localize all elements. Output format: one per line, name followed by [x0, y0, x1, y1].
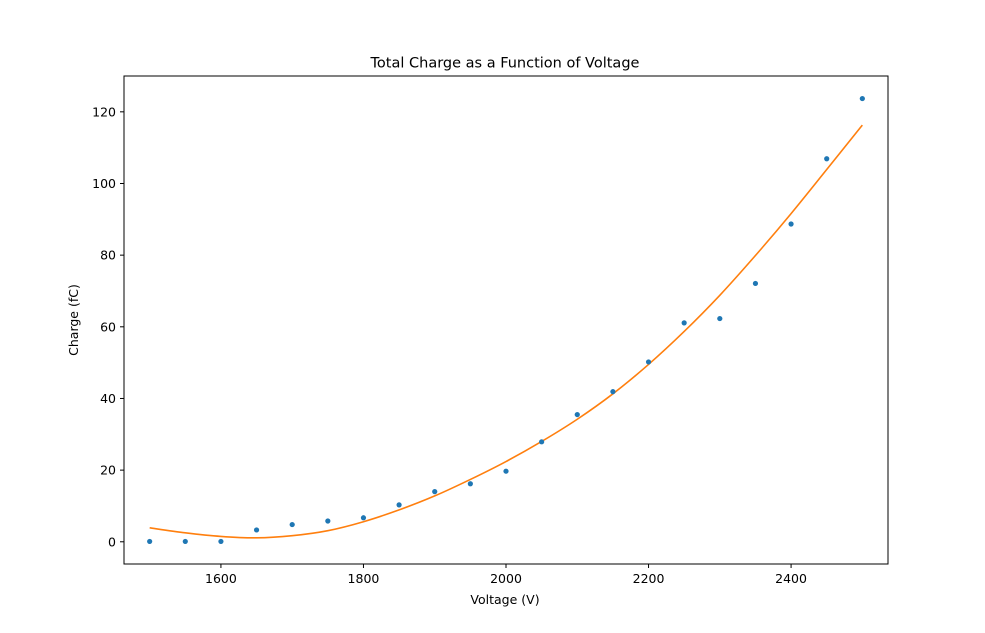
y-tick-label: 60	[100, 319, 116, 334]
data-points-layer	[147, 95, 865, 545]
data-point	[253, 527, 260, 533]
x-tick-label: 2200	[633, 571, 665, 586]
data-point	[218, 538, 224, 545]
data-point	[574, 411, 580, 418]
y-axis-label: Charge (fC)	[66, 284, 81, 356]
fit-curve-layer	[149, 124, 863, 539]
y-tick-label: 120	[92, 104, 116, 119]
data-point	[824, 156, 830, 162]
data-point	[788, 221, 794, 227]
x-axis-ticks: 1600 1800 2000 2200 2400	[205, 564, 807, 586]
data-point	[182, 538, 188, 545]
y-tick-label: 20	[100, 463, 116, 478]
x-tick-label: 1600	[205, 571, 237, 586]
data-point	[610, 389, 616, 395]
data-point	[681, 320, 687, 326]
data-point	[432, 489, 438, 495]
data-point	[360, 515, 367, 521]
y-tick-label: 40	[100, 391, 116, 406]
data-point	[645, 359, 652, 365]
y-axis-ticks: 0 20 40 60 80 100 120	[92, 104, 124, 549]
x-tick-label: 2400	[775, 571, 807, 586]
y-tick-label: 0	[108, 534, 116, 549]
data-point	[717, 315, 723, 322]
y-tick-label: 100	[92, 176, 116, 191]
data-point	[467, 481, 473, 487]
x-axis-label: Voltage (V)	[470, 592, 539, 607]
data-point	[147, 538, 153, 545]
data-point	[752, 280, 759, 287]
x-tick-label: 1800	[348, 571, 380, 586]
data-point	[289, 521, 295, 528]
y-tick-label: 80	[100, 248, 116, 263]
data-point	[396, 502, 402, 508]
data-point	[503, 468, 509, 474]
data-point	[859, 95, 865, 102]
data-point	[539, 439, 545, 445]
chart-title: Total Charge as a Function of Voltage	[370, 56, 640, 72]
data-point	[325, 518, 331, 524]
x-tick-label: 2000	[490, 571, 522, 586]
fit-curve	[149, 124, 863, 539]
